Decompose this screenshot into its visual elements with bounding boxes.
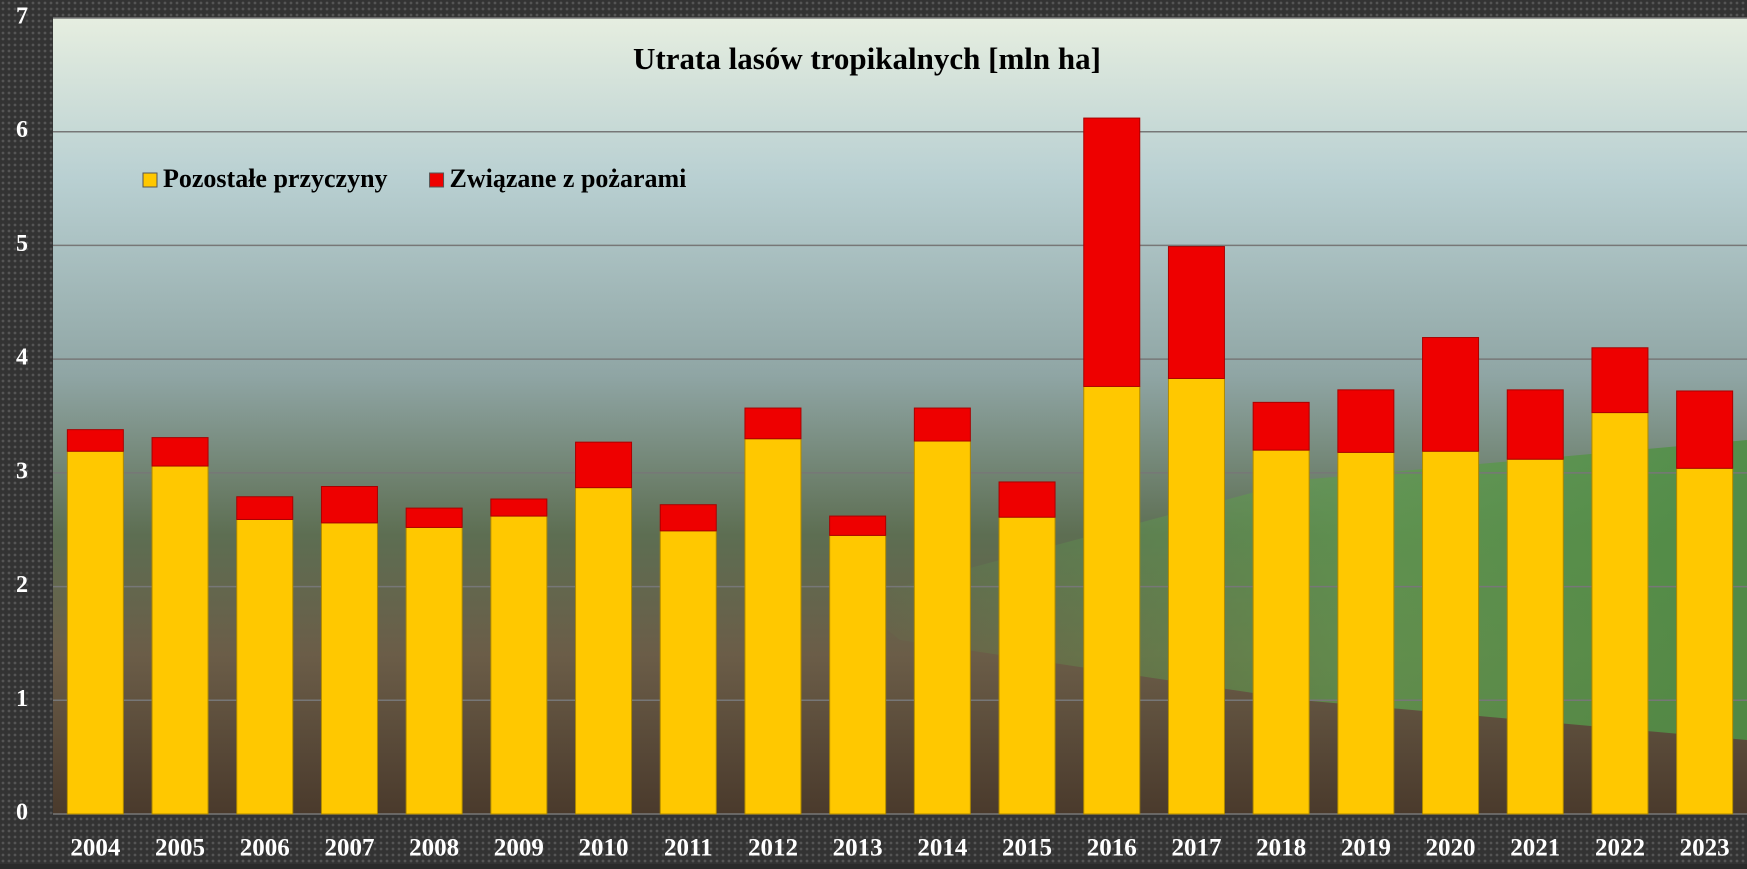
bar-segment <box>830 516 886 535</box>
y-tick-label: 2 <box>16 572 28 598</box>
bar-segment <box>1507 459 1563 814</box>
x-tick-label: 2009 <box>494 835 544 862</box>
bar-segment <box>745 408 801 439</box>
y-tick-label: 5 <box>16 231 28 257</box>
page: Utrata lasów tropikalnych [mln ha] 0 1 2 3 4… <box>0 0 1747 864</box>
legend-label: Związane z pożarami <box>450 164 687 193</box>
bar-segment <box>1168 378 1224 814</box>
legend-swatch <box>143 173 157 187</box>
bar-segment <box>999 517 1055 814</box>
bar-segment <box>1592 348 1648 413</box>
legend-label: Pozostałe przyczyny <box>163 164 388 193</box>
bar-segment <box>1677 468 1733 814</box>
bar-segment <box>1338 452 1394 814</box>
bar-segment <box>406 527 462 814</box>
x-tick-label: 2017 <box>1171 835 1221 862</box>
bar-segment <box>914 441 970 814</box>
x-tick-label: 2007 <box>324 835 374 862</box>
x-tick-label: 2013 <box>833 835 883 862</box>
x-tick-label: 2022 <box>1595 835 1645 862</box>
x-tick-label: 2012 <box>748 835 798 862</box>
bar-segment <box>576 488 632 814</box>
bar-segment <box>491 516 547 814</box>
y-tick-label: 4 <box>16 345 28 371</box>
bar-segment <box>152 466 208 814</box>
y-tick-label: 6 <box>16 117 28 143</box>
bar-segment <box>491 499 547 516</box>
bar-segment <box>1084 118 1140 386</box>
x-tick-label: 2021 <box>1510 835 1560 862</box>
y-tick-label: 7 <box>16 4 28 30</box>
y-tick-label: 1 <box>16 686 28 712</box>
bar-segment <box>1592 413 1648 814</box>
bar-segment <box>1507 390 1563 459</box>
bar-segment <box>321 487 377 523</box>
chart-title: Utrata lasów tropikalnych [mln ha] <box>633 41 1101 76</box>
legend-swatch <box>430 173 444 187</box>
bar-segment <box>1253 402 1309 450</box>
x-tick-label: 2010 <box>579 835 629 862</box>
x-tick-label: 2005 <box>155 835 205 862</box>
x-tick-label: 2008 <box>409 835 459 862</box>
y-tick-label: 3 <box>16 458 28 484</box>
x-tick-label: 2019 <box>1341 835 1391 862</box>
x-tick-label: 2020 <box>1426 835 1476 862</box>
bar-segment <box>914 408 970 441</box>
bar-segment <box>321 523 377 814</box>
x-tick-label: 2016 <box>1087 835 1137 862</box>
bar-segment <box>576 442 632 487</box>
bar-segment <box>67 451 123 814</box>
bar-segment <box>1338 390 1394 453</box>
bar-segment <box>1253 450 1309 814</box>
x-tick-label: 2004 <box>70 835 121 862</box>
x-tick-label: 2006 <box>240 835 290 862</box>
bar-segment <box>745 439 801 814</box>
bar-segment <box>237 497 293 520</box>
bar-segment <box>237 519 293 814</box>
bar-segment <box>1423 451 1479 814</box>
bar-segment <box>1677 391 1733 468</box>
x-tick-label: 2011 <box>664 835 713 862</box>
bar-segment <box>406 508 462 527</box>
bar-segment <box>660 505 716 531</box>
bar-segment <box>67 430 123 452</box>
bar-segment <box>999 482 1055 517</box>
chart: Utrata lasów tropikalnych [mln ha] 0 1 2 3 4… <box>0 0 1747 864</box>
bar-segment <box>152 438 208 466</box>
bar-segment <box>830 535 886 814</box>
x-tick-label: 2018 <box>1256 835 1306 862</box>
bar-segment <box>1168 247 1224 379</box>
bar-segment <box>660 531 716 814</box>
bar-segment <box>1423 338 1479 452</box>
bar-segment <box>1084 386 1140 814</box>
y-tick-label: 0 <box>16 800 28 826</box>
x-tick-label: 2014 <box>917 835 968 862</box>
x-tick-label: 2015 <box>1002 835 1052 862</box>
x-tick-label: 2023 <box>1680 835 1730 862</box>
